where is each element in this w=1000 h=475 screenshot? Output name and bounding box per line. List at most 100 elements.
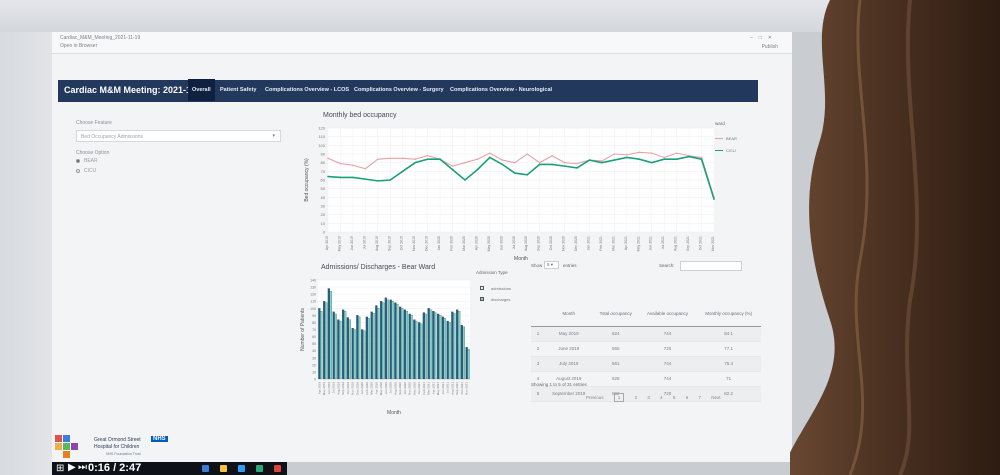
legend-bear-swatch [715,138,723,139]
search-input[interactable] [680,261,742,271]
x-tick-label: Aug 2020 [524,236,528,251]
x-tick-label: Aug 2021 [450,382,454,395]
table-cell: 555 [592,341,639,357]
data-point [538,163,541,166]
column-header-available[interactable]: Available occupancy [638,302,697,327]
table-cell: 624 [592,326,639,342]
pager-page-6[interactable]: 6 [685,395,689,400]
tab-complications-surgery[interactable]: Complications Overview - Surgery [354,87,444,93]
show-label: Show [531,263,543,268]
bar-admissions [327,288,330,380]
y-tick-label: 70 [312,328,316,332]
bar-admissions [351,327,354,380]
bar-discharges [334,313,337,380]
bar-discharges [410,315,413,380]
y-tick-label: 10 [312,370,316,374]
x-tick-label: Aug 2019 [375,236,379,251]
radio-bear[interactable]: BEAR [76,158,98,164]
table-cell: 561 [592,356,639,372]
taskbar-app-icon[interactable] [238,465,245,472]
data-point [638,158,641,160]
data-point [389,157,392,160]
y-tick-label: 50 [312,342,316,346]
x-tick-label: Jun 2021 [441,382,445,395]
tab-patient-safety[interactable]: Patient Safety [220,87,257,93]
bar-discharges [415,320,418,380]
table-info: Showing 1 to 5 of 31 entries [531,382,587,387]
data-point [327,175,329,178]
x-tick-label: Jul 2019 [332,382,336,394]
bar-admissions [437,313,440,380]
window-controls[interactable]: –□✕ [750,35,778,41]
pager-page-4[interactable]: 4 [660,395,663,400]
data-point [352,164,354,167]
radio-checked-icon [76,158,80,163]
tab-overall[interactable]: Overall [188,79,215,101]
data-point [538,161,541,164]
x-tick-label: Sep 2021 [686,236,690,251]
y-tick-label: 80 [321,160,326,165]
open-in-browser-button[interactable]: Open in Browser [60,43,98,49]
data-point [588,159,591,161]
pager-page-5[interactable]: 5 [672,395,676,400]
radio-cicu-label: CICU [84,168,97,174]
pager-page-1[interactable]: 1 [613,393,625,402]
x-tick-label: Jul 2020 [389,382,393,394]
occupancy-legend-title: ward [715,121,725,126]
pager-page-7[interactable]: 7 [698,395,701,400]
y-tick-label: 30 [312,356,316,360]
tab-complications-neurological[interactable]: Complications Overview - Neurological [450,87,553,93]
x-tick-label: Jun 2019 [350,236,354,250]
page-length-select[interactable]: 5 ▾ [544,261,559,269]
table-cell: 1 [531,326,545,342]
bar-discharges [429,309,432,380]
x-tick-label: Aug 2020 [393,382,397,395]
feature-select[interactable]: Bed Occupancy Admissions ▾ [76,130,281,142]
tab-complications-lcos[interactable]: Complications Overview - LCOS [265,87,350,93]
bar-discharges [391,301,394,380]
data-point [476,168,479,171]
data-point [700,158,703,160]
legend-cicu-swatch [715,150,723,151]
taskbar-app-icon[interactable] [256,465,263,472]
publish-button[interactable]: Publish [761,44,778,50]
taskbar-app-icon[interactable] [274,465,281,472]
taskbar-app-icon[interactable] [202,465,209,472]
pager-page-3[interactable]: 3 [647,395,650,400]
data-point [601,161,603,164]
y-tick-label: 0 [323,230,326,235]
skip-icon[interactable]: ⏭ [78,462,87,473]
play-icon[interactable]: ▶ [68,462,76,473]
data-point [364,167,367,170]
bar-discharges [348,319,351,380]
taskbar-folder-icon[interactable] [220,465,227,472]
column-header-total[interactable]: Total occupancy [592,302,639,327]
data-point [339,176,342,179]
nhs-badge: NHS [151,436,168,442]
bar-discharges [329,291,332,380]
windows-start-icon[interactable]: ⊞ [56,463,65,474]
pager-page-2[interactable]: 2 [634,395,638,400]
pager-next[interactable]: Next [711,395,721,400]
data-point [638,151,641,154]
column-header-monthly[interactable]: Monthly occupancy (%) [696,302,761,327]
radio-cicu[interactable]: CICU [76,168,96,174]
x-tick-label: Sep 2020 [537,236,541,251]
column-header-index[interactable] [531,302,545,327]
data-point [489,156,491,159]
data-point [601,160,603,162]
y-tick-label: 90 [312,314,316,318]
column-header-month[interactable]: Month [545,302,593,327]
data-point [439,158,441,160]
x-axis-label: Month [514,256,528,262]
pager-previous[interactable]: Previous [586,395,604,400]
table-cell: 77.1 [696,341,761,357]
data-point [501,159,504,161]
x-tick-label: Jun 2020 [384,382,388,395]
bar-discharges [462,326,465,380]
bar-admissions [403,309,406,380]
data-point [377,180,379,182]
data-point [576,162,578,165]
occupancy-chart: 0 10 20 30 40 50 60 70 80 90 100 110 120 Apr 2019 May … [304,126,715,263]
bar-admissions [465,347,468,380]
